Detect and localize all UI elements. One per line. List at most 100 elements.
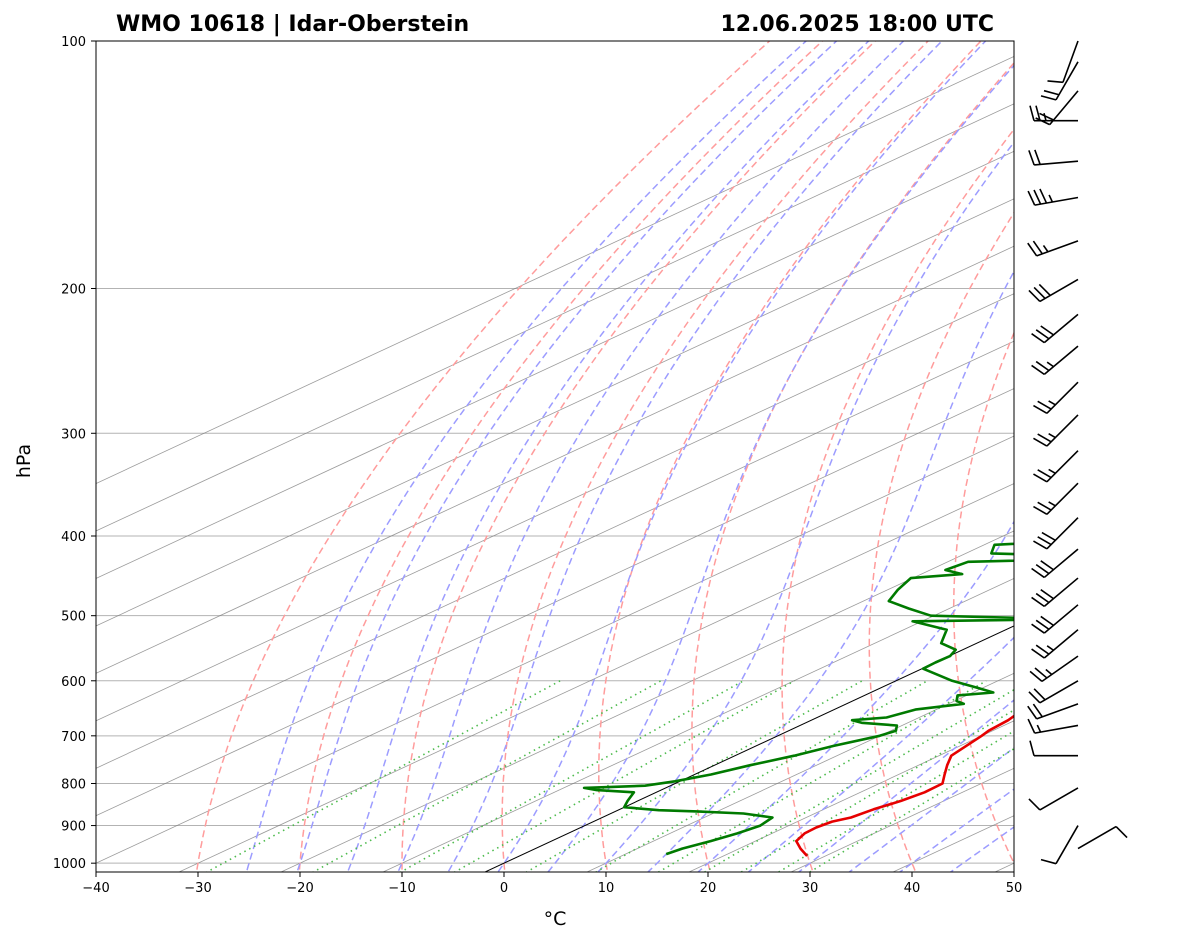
x-tick-label: −30 [184, 881, 211, 896]
wind-barb-flag [1027, 190, 1036, 206]
wind-barb-half-flag [1048, 194, 1054, 203]
wind-barb-flag [1033, 189, 1042, 205]
wind-barb-half-flag [1046, 645, 1054, 651]
wind-barb [1033, 517, 1079, 550]
wind-barb-flag [1037, 400, 1052, 410]
wind-barb-flag [1041, 531, 1056, 542]
y-axis-ticks: 100 200 300 400 500 600 700 800 900 1000 [53, 35, 96, 872]
moist-adiabat [797, 699, 1014, 872]
wind-barb [1033, 414, 1079, 447]
wind-barb-flag [1037, 469, 1052, 479]
x-axis-ticks: −40 −30 −20 −10 0 10 20 30 40 50 [82, 872, 1022, 896]
wind-barb-staff [1046, 414, 1079, 447]
mixing-ratio-line [205, 680, 561, 872]
mixing-ratio-line [594, 680, 928, 872]
wind-barb [1040, 61, 1079, 101]
wind-barb-flag [1029, 670, 1043, 682]
zero-isotherm [483, 625, 1014, 872]
wind-barb-staff [1055, 61, 1079, 101]
moist-adiabat [346, 41, 870, 872]
moist-adiabat [447, 41, 943, 872]
wind-barb-half-flag [1048, 400, 1056, 406]
wind-barb [1031, 345, 1079, 376]
wind-barb-flag [1040, 95, 1057, 101]
wind-barb-staff [1046, 517, 1079, 550]
wind-barb [1035, 90, 1079, 126]
dry-adiabats [195, 41, 1014, 872]
wind-barb-flag [1035, 329, 1050, 340]
isotherm-line [96, 103, 1014, 532]
dry-adiabat [952, 331, 1014, 865]
isotherm-line [96, 388, 1014, 817]
wind-barb-flag [1035, 105, 1041, 121]
y-tick-label: 100 [61, 35, 86, 50]
wind-barb-flag [1029, 105, 1035, 121]
x-tick-label: 20 [700, 881, 717, 896]
wind-barb-staff [1034, 196, 1079, 206]
y-tick-label: 1000 [53, 857, 86, 872]
isotherm-line [178, 483, 1014, 872]
wind-barb-flag [1038, 283, 1051, 297]
sounding-profiles [582, 542, 1014, 857]
wind-barb [1031, 604, 1079, 634]
wind-barb-flag [1027, 718, 1036, 734]
y-tick-label: 500 [61, 610, 86, 625]
wind-barb-flag [1033, 437, 1048, 447]
dry-adiabat [401, 41, 877, 872]
wind-barb-staff [1043, 548, 1079, 579]
dewpoint-profile [582, 542, 1014, 856]
wind-barb-flag [1033, 404, 1048, 414]
wind-barb-flag [1031, 596, 1045, 607]
wind-barb-flag [1033, 505, 1048, 515]
moist-adiabat [245, 41, 808, 872]
wind-barb [1029, 655, 1079, 683]
y-axis-label: hPa [13, 444, 35, 478]
y-tick-label: 200 [61, 283, 86, 298]
wind-barb-flag [1032, 240, 1043, 255]
wind-barb-half-flag [1048, 468, 1056, 475]
wind-barb [1077, 825, 1128, 850]
wind-barb [1031, 629, 1079, 659]
wind-barb-flag [1031, 333, 1045, 344]
x-tick-label: 50 [1006, 881, 1023, 896]
moist-adiabats [245, 41, 1014, 872]
wind-barb [1027, 240, 1079, 257]
zero-isotherm-line [483, 625, 1014, 872]
wind-barb-flag [1035, 592, 1050, 604]
wind-barb-staff [1062, 40, 1079, 83]
wind-barb-flag [1031, 364, 1045, 376]
y-tick-label: 600 [61, 675, 86, 690]
wind-barb [1031, 313, 1079, 344]
wind-barb-flag [1040, 858, 1057, 865]
wind-barb-flag [1034, 149, 1041, 165]
temperature-profile [795, 714, 1014, 857]
wind-barb [1040, 825, 1079, 865]
moist-adiabat [596, 141, 1014, 872]
wind-barb-staff [1039, 278, 1079, 303]
wind-barb-flag [1035, 619, 1050, 630]
isotherm-line [96, 435, 1014, 864]
dry-adiabat [195, 41, 771, 872]
x-tick-label: −10 [388, 881, 415, 896]
wind-barb-flag [1040, 589, 1054, 600]
wind-barb [1033, 450, 1079, 483]
isotherm-line [96, 340, 1014, 769]
wind-barb-staff [1034, 160, 1079, 166]
wind-barb-staff [1039, 680, 1079, 704]
wind-barb-flag [1040, 560, 1054, 571]
moist-adiabat [697, 520, 1014, 872]
wind-barb [1029, 740, 1078, 757]
x-tick-label: −40 [82, 881, 109, 896]
mixing-ratio-line [808, 747, 1014, 872]
wind-barb-flag [1047, 80, 1064, 84]
wind-barb-staff [1049, 90, 1079, 126]
wind-barb-staff [1043, 629, 1079, 659]
moist-adiabat [898, 788, 1014, 872]
wind-barb-flag [1035, 564, 1050, 575]
wind-barb [1047, 40, 1079, 84]
wind-barb-flag [1029, 740, 1035, 756]
wind-barb-half-flag [1045, 668, 1053, 676]
moist-adiabat [296, 41, 838, 872]
dry-adiabat [501, 41, 930, 872]
wind-barb-half-flag [1048, 433, 1056, 439]
